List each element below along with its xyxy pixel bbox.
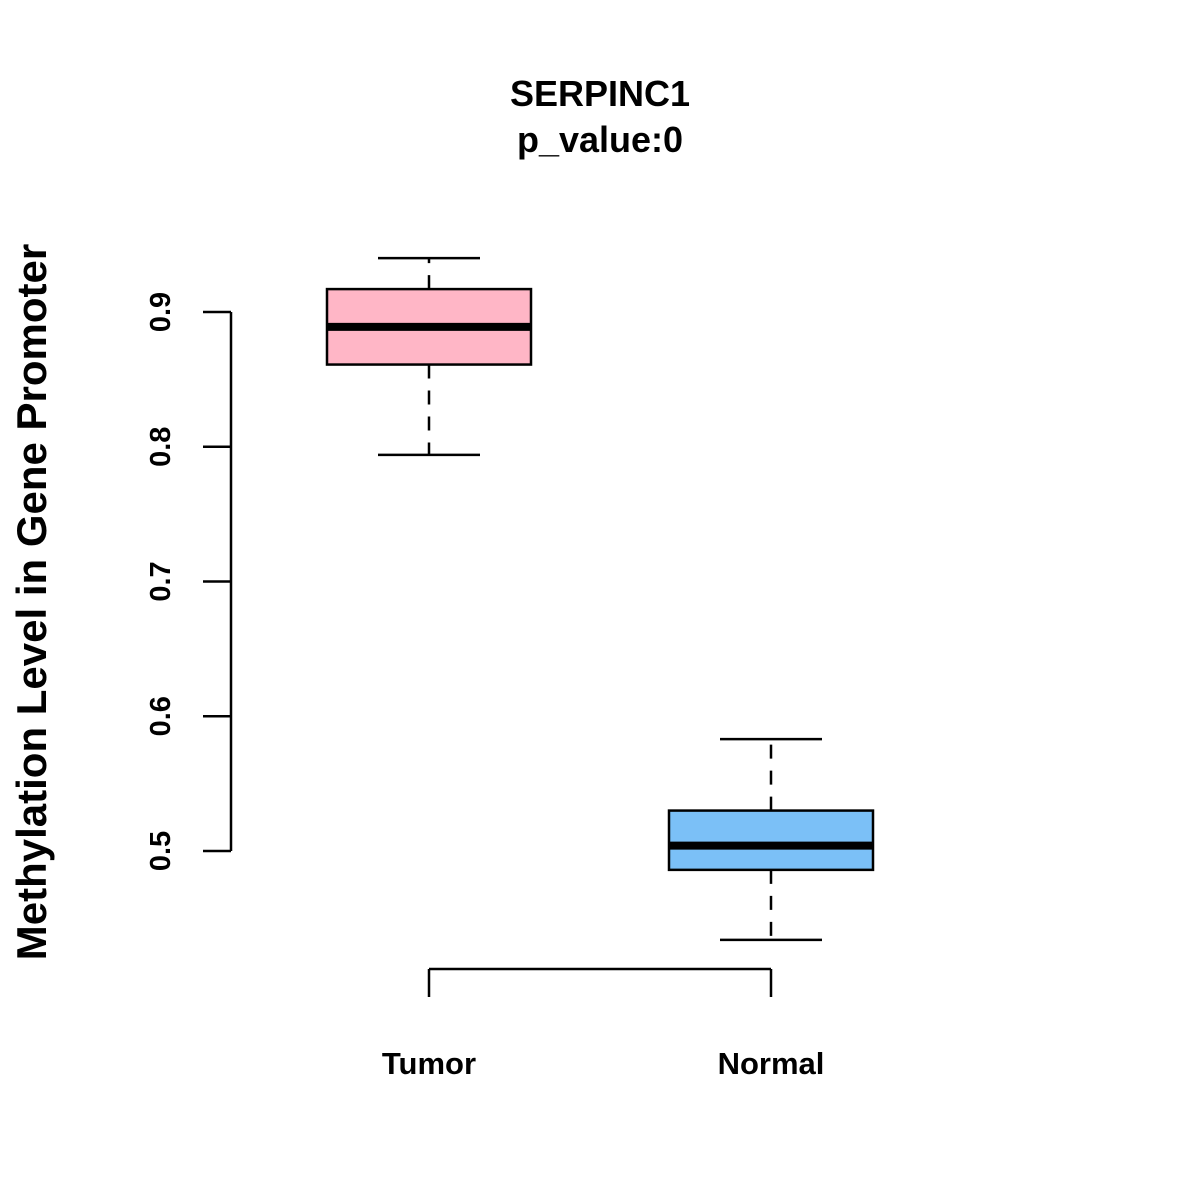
iqr-box-normal [667,809,875,872]
y-tick-label: 0.7 [145,561,177,601]
x-tick-label-normal: Normal [718,1046,825,1081]
chart-title: SERPINC1 [510,73,690,114]
boxes-group [325,256,875,942]
box-tumor [325,256,533,457]
y-axis-label: Methylation Level in Gene Promoter [8,244,55,960]
y-tick-label: 0.6 [145,696,177,736]
box-normal [667,737,875,942]
x-tick-label-tumor: Tumor [382,1046,476,1081]
y-tick-label: 0.5 [145,831,177,871]
y-axis: 0.5 0.6 0.7 0.8 0.9 [145,292,233,871]
x-axis: Tumor Normal [382,967,825,1081]
y-tick-label: 0.9 [145,292,177,332]
y-tick-label: 0.8 [145,427,177,467]
chart-subtitle: p_value:0 [517,119,683,160]
